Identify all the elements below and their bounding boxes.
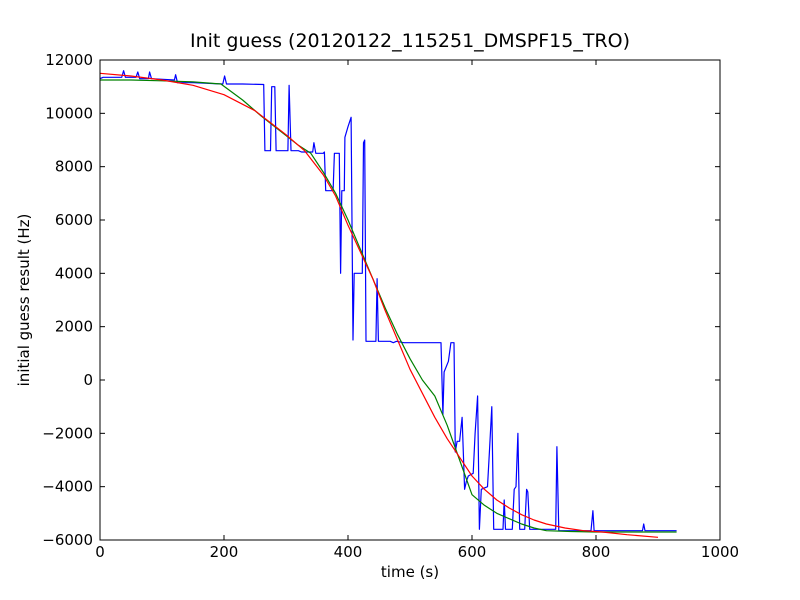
x-tick-label-0: 0 <box>95 543 105 561</box>
series-group <box>100 70 677 538</box>
x-tick-label-5: 1000 <box>701 543 739 561</box>
series-line-2 <box>100 72 659 538</box>
y-tick-label-3: 0 <box>83 371 93 389</box>
plot-frame <box>99 59 721 541</box>
x-tick-label-2: 400 <box>334 543 363 561</box>
y-tick-label-0: −6000 <box>42 531 93 549</box>
x-axis-label: time (s) <box>381 563 439 581</box>
y-tick-label-1: −4000 <box>42 478 93 496</box>
plot-area <box>100 60 720 540</box>
y-axis-label: initial guess result (Hz) <box>15 214 33 387</box>
series-line-0 <box>100 70 677 532</box>
series-line-1 <box>100 79 677 533</box>
y-tick-label-7: 8000 <box>55 158 93 176</box>
y-tick-label-8: 10000 <box>45 104 93 122</box>
x-tick-label-4: 800 <box>582 543 611 561</box>
chart-title: Init guess (20120122_115251_DMSPF15_TRO) <box>190 30 630 52</box>
tick-group: 0 200 400 600 800 1000 −6000 −4000 −2000 0 2000 400… <box>42 51 739 561</box>
y-tick-label-6: 6000 <box>55 211 93 229</box>
y-tick-label-4: 2000 <box>55 318 93 336</box>
x-tick-label-3: 600 <box>458 543 487 561</box>
y-tick-label-2: −2000 <box>42 424 93 442</box>
y-tick-label-5: 4000 <box>55 264 93 282</box>
y-tick-label-9: 12000 <box>45 51 93 69</box>
x-tick-label-1: 200 <box>210 543 239 561</box>
